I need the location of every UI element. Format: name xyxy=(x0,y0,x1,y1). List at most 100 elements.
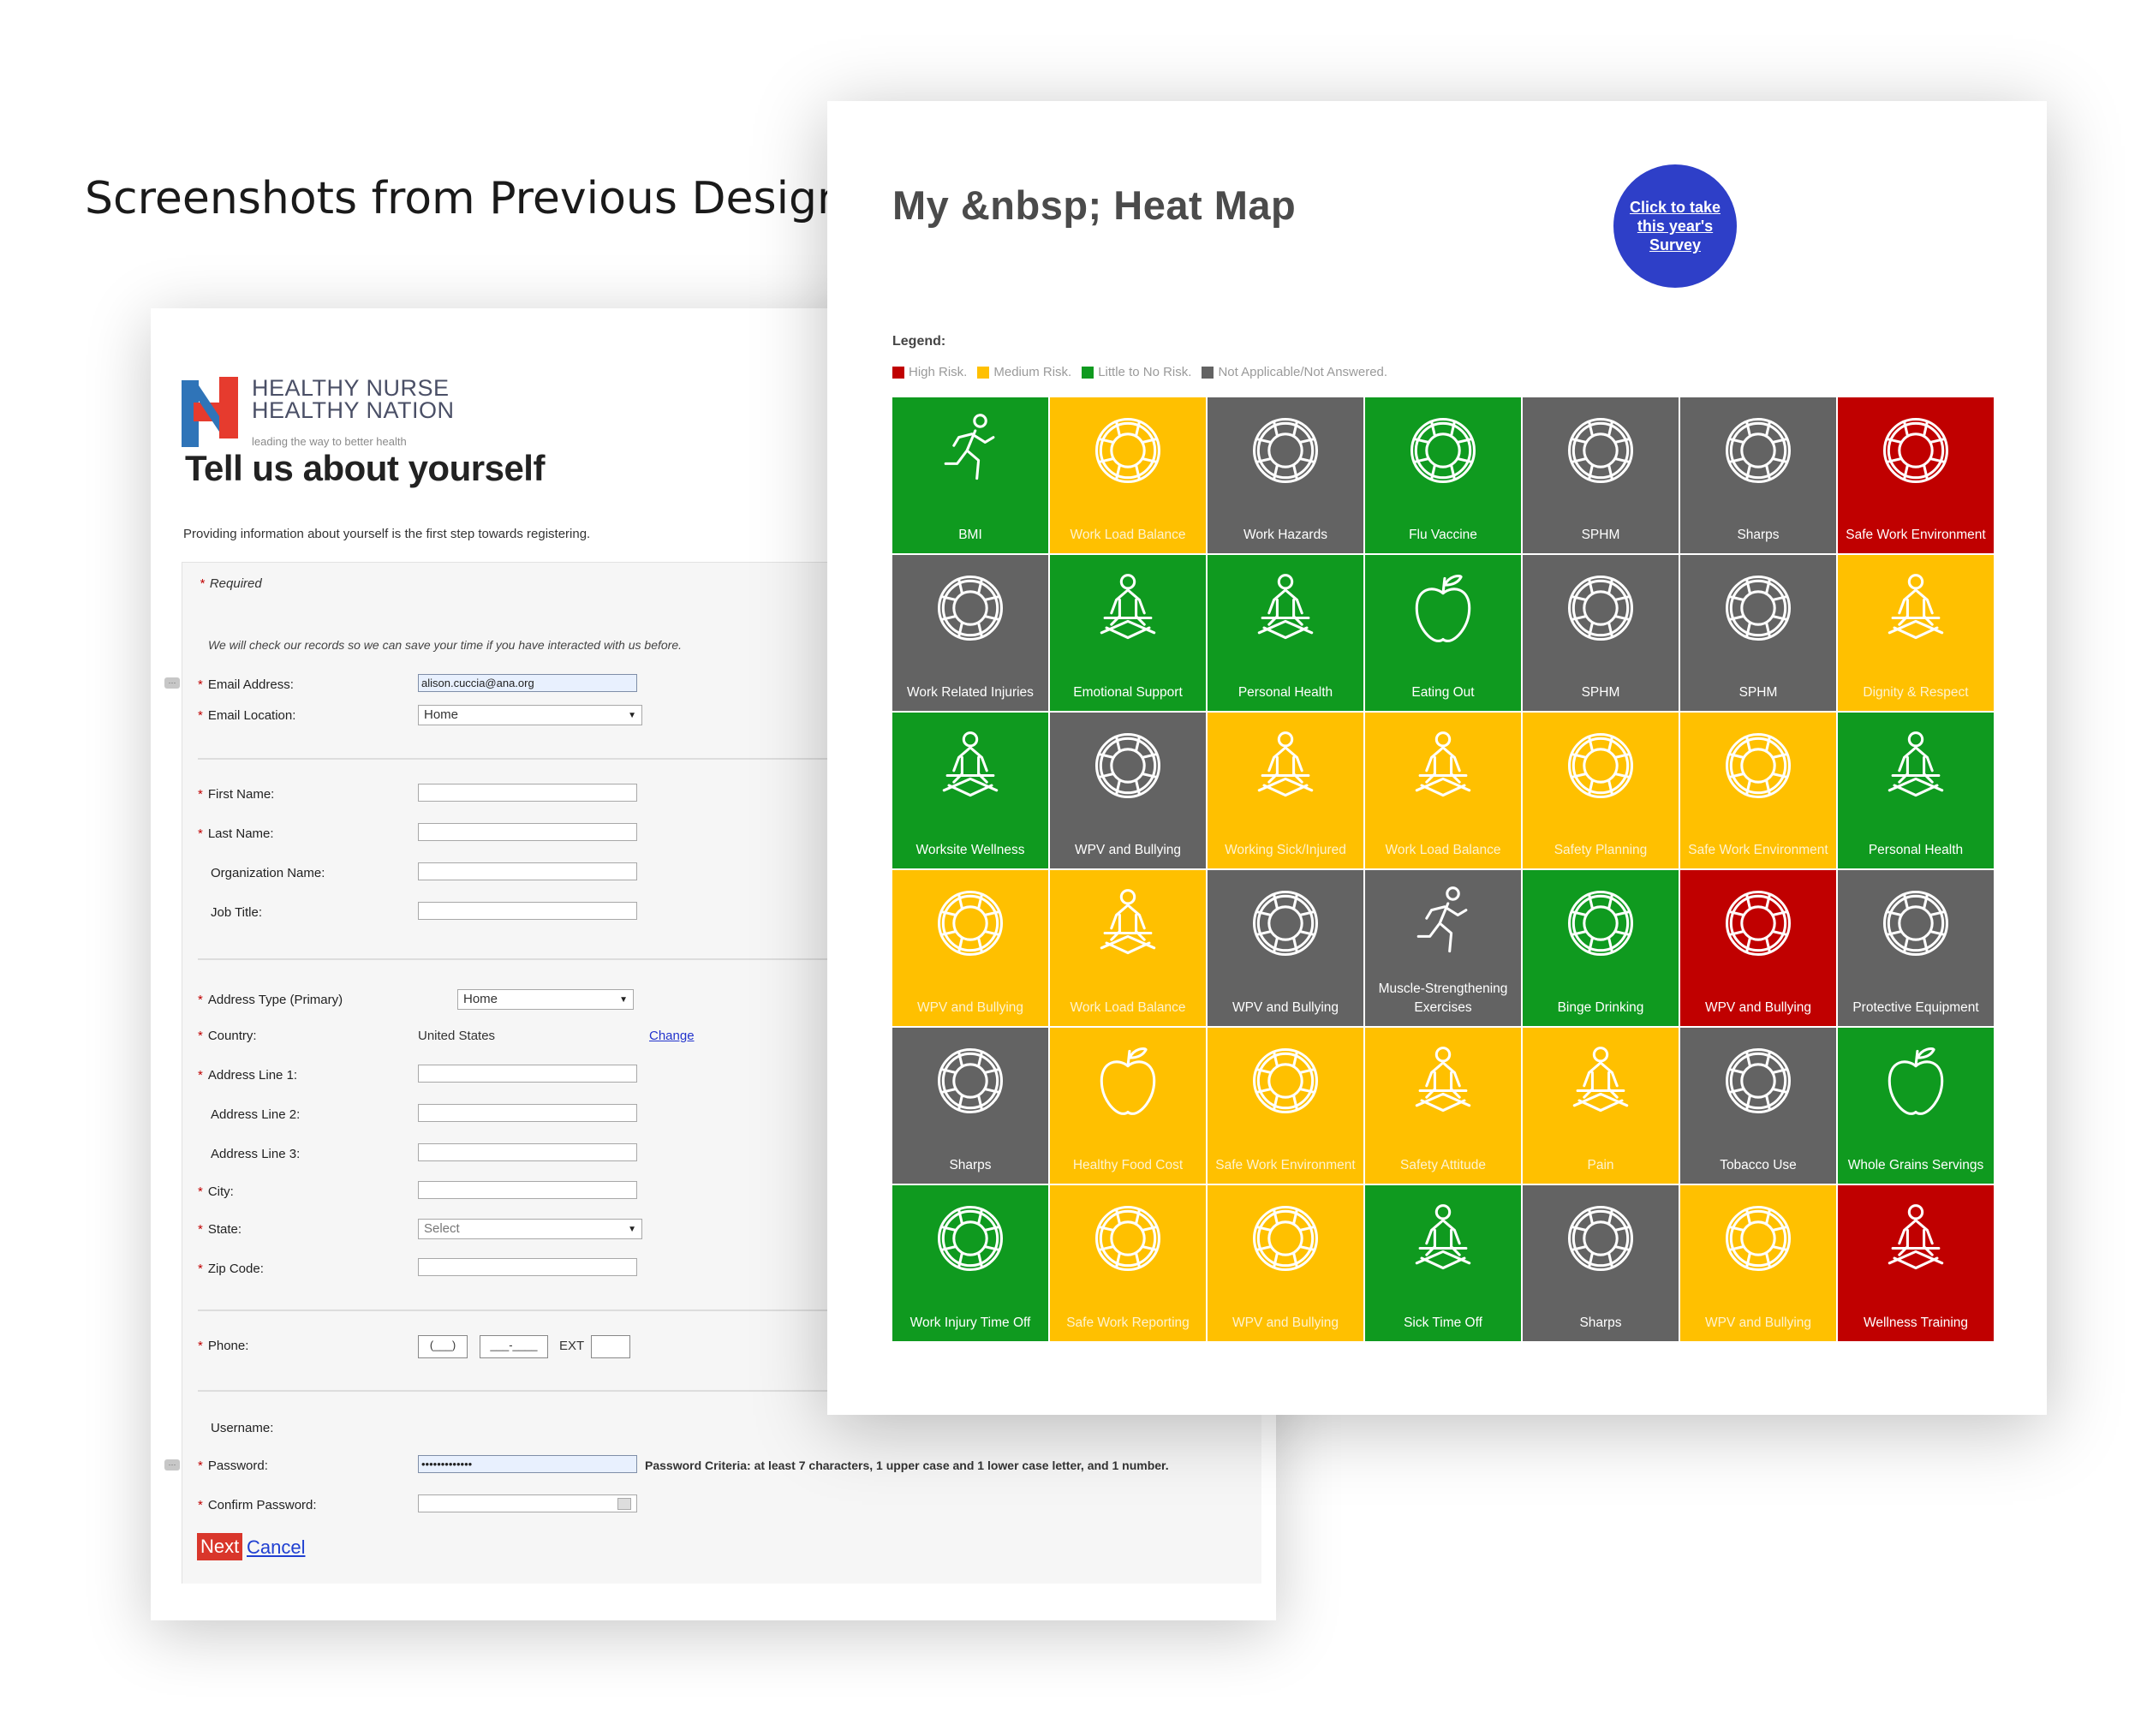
heatmap-tile[interactable]: Working Sick/Injured xyxy=(1208,713,1363,868)
zip-field[interactable] xyxy=(418,1258,637,1276)
heatmap-tile[interactable]: WPV and Bullying xyxy=(892,870,1048,1026)
heatmap-tile[interactable]: Sharps xyxy=(892,1028,1048,1184)
address-line-3-field[interactable] xyxy=(418,1143,637,1161)
state-label: * State: xyxy=(198,1222,242,1237)
address-type-select[interactable]: Home ▼ xyxy=(457,989,634,1010)
heatmap-tile[interactable]: WPV and Bullying xyxy=(1680,870,1836,1026)
legend-label: High Risk. xyxy=(909,365,968,379)
email-location-select[interactable]: Home ▼ xyxy=(418,705,642,725)
heatmap-tile[interactable]: Sharps xyxy=(1523,1185,1679,1341)
legend-label: Little to No Risk. xyxy=(1098,365,1192,379)
country-row: * Country: United States Change xyxy=(182,1025,1039,1049)
heatmap-tile[interactable]: Sharps xyxy=(1680,397,1836,553)
lifebuoy-icon xyxy=(929,567,1011,649)
tile-label: Personal Health xyxy=(1237,685,1333,700)
next-button[interactable]: Next xyxy=(197,1533,243,1560)
change-country-link[interactable]: Change xyxy=(649,1029,695,1043)
take-survey-button[interactable]: Click to take this year's Survey xyxy=(1613,164,1737,288)
email-field[interactable] xyxy=(418,674,637,692)
tile-label: Work Hazards xyxy=(1243,528,1327,542)
heatmap-tile[interactable]: Binge Drinking xyxy=(1523,870,1679,1026)
chevron-down-icon: ▼ xyxy=(619,995,628,1005)
legend: High Risk. Medium Risk. Little to No Risk.… xyxy=(892,365,1398,379)
runner-icon xyxy=(1402,882,1484,964)
heatmap-tile[interactable]: Work Load Balance xyxy=(1365,713,1521,868)
phone-ext-field[interactable] xyxy=(591,1335,630,1358)
password-field[interactable] xyxy=(418,1455,637,1473)
legend-item-medium: Medium Risk. xyxy=(977,365,1071,379)
tile-label: SPHM xyxy=(1738,685,1778,700)
address-line-2-field[interactable] xyxy=(418,1104,637,1122)
heatmap-tile[interactable]: Work Injury Time Off xyxy=(892,1185,1048,1341)
heatmap-tile[interactable]: WPV and Bullying xyxy=(1208,870,1363,1026)
tile-label: Work Load Balance xyxy=(1070,528,1186,542)
heatmap-tile[interactable]: Worksite Wellness xyxy=(892,713,1048,868)
legend-item-high: High Risk. xyxy=(892,365,967,379)
heatmap-tile[interactable]: Sick Time Off xyxy=(1365,1185,1521,1341)
logo-line-2: HEALTHY NATION xyxy=(252,397,455,423)
heatmap-tile[interactable]: Personal Health xyxy=(1838,713,1994,868)
heatmap-tile[interactable]: Wellness Training xyxy=(1838,1185,1994,1341)
drag-handle-icon[interactable]: ⋯ xyxy=(164,677,180,689)
tile-label: WPV and Bullying xyxy=(1232,1315,1339,1330)
heatmap-tile[interactable]: SPHM xyxy=(1680,555,1836,711)
heatmap-tile[interactable]: Work Related Injuries xyxy=(892,555,1048,711)
heatmap-tile[interactable]: Healthy Food Cost xyxy=(1050,1028,1206,1184)
job-title-field[interactable] xyxy=(418,902,637,920)
first-name-label: * First Name: xyxy=(198,787,275,802)
password-row: ⋯ *Password: Password Criteria: at least… xyxy=(164,1455,1169,1479)
address-line-1-row: * Address Line 1: xyxy=(182,1065,1039,1089)
city-field[interactable] xyxy=(418,1181,637,1199)
heatmap-tile[interactable]: Personal Health xyxy=(1208,555,1363,711)
heatmap-tile[interactable]: Eating Out xyxy=(1365,555,1521,711)
heatmap-tile[interactable]: WPV and Bullying xyxy=(1208,1185,1363,1341)
organization-field[interactable] xyxy=(418,862,637,880)
lifebuoy-icon xyxy=(1717,1197,1799,1280)
heatmap-tile[interactable]: Pain xyxy=(1523,1028,1679,1184)
divider xyxy=(198,958,1260,960)
heatmap-title: My &nbsp; Heat Map xyxy=(892,182,1297,228)
heatmap-tile[interactable]: Safe Work Environment xyxy=(1208,1028,1363,1184)
lifebuoy-icon xyxy=(1560,1197,1642,1280)
meditation-icon xyxy=(1402,1197,1484,1280)
last-name-field[interactable] xyxy=(418,823,637,841)
state-select[interactable]: Select ▼ xyxy=(418,1219,642,1239)
lifebuoy-icon xyxy=(929,882,1011,964)
meditation-icon xyxy=(1244,567,1327,649)
heatmap-tile[interactable]: SPHM xyxy=(1523,397,1679,553)
tile-label: WPV and Bullying xyxy=(1704,1000,1812,1015)
heatmap-tile[interactable]: SPHM xyxy=(1523,555,1679,711)
email-row: ⋯ * Email Address: xyxy=(164,674,1039,698)
heatmap-tile[interactable]: Safety Attitude xyxy=(1365,1028,1521,1184)
heatmap-tile[interactable]: Tobacco Use xyxy=(1680,1028,1836,1184)
heatmap-tile[interactable]: Safety Planning xyxy=(1523,713,1679,868)
lifebuoy-icon xyxy=(1717,409,1799,492)
heatmap-tile[interactable]: WPV and Bullying xyxy=(1050,713,1206,868)
tile-label: Safe Work Environment xyxy=(1688,843,1828,857)
legend-label: Not Applicable/Not Answered. xyxy=(1218,365,1388,379)
heatmap-tile[interactable]: Work Load Balance xyxy=(1050,397,1206,553)
heatmap-tile[interactable]: WPV and Bullying xyxy=(1680,1185,1836,1341)
heatmap-tile[interactable]: Safe Work Environment xyxy=(1680,713,1836,868)
heatmap-tile[interactable]: Flu Vaccine xyxy=(1365,397,1521,553)
cancel-link[interactable]: Cancel xyxy=(247,1536,306,1558)
meditation-icon xyxy=(1875,567,1957,649)
heatmap-tile[interactable]: Muscle-Strengthening Exercises xyxy=(1365,870,1521,1026)
phone-area-code-field[interactable]: (___) xyxy=(418,1335,468,1358)
heatmap-tile[interactable]: Safe Work Environment xyxy=(1838,397,1994,553)
tile-label: Safety Planning xyxy=(1554,843,1648,857)
heatmap-tile[interactable]: Dignity & Respect xyxy=(1838,555,1994,711)
heatmap-tile[interactable]: Work Hazards xyxy=(1208,397,1363,553)
heatmap-tile[interactable]: Work Load Balance xyxy=(1050,870,1206,1026)
confirm-password-field[interactable] xyxy=(418,1494,637,1512)
heatmap-tile[interactable]: Whole Grains Servings xyxy=(1838,1028,1994,1184)
heatmap-tile[interactable]: Safe Work Reporting xyxy=(1050,1185,1206,1341)
lifebuoy-icon xyxy=(1717,1040,1799,1122)
heatmap-tile[interactable]: Protective Equipment xyxy=(1838,870,1994,1026)
first-name-field[interactable] xyxy=(418,784,637,802)
address-line-1-field[interactable] xyxy=(418,1065,637,1083)
drag-handle-icon[interactable]: ⋯ xyxy=(164,1459,180,1471)
phone-number-field[interactable]: ___-____ xyxy=(480,1335,548,1358)
heatmap-tile[interactable]: Emotional Support xyxy=(1050,555,1206,711)
heatmap-tile[interactable]: BMI xyxy=(892,397,1048,553)
